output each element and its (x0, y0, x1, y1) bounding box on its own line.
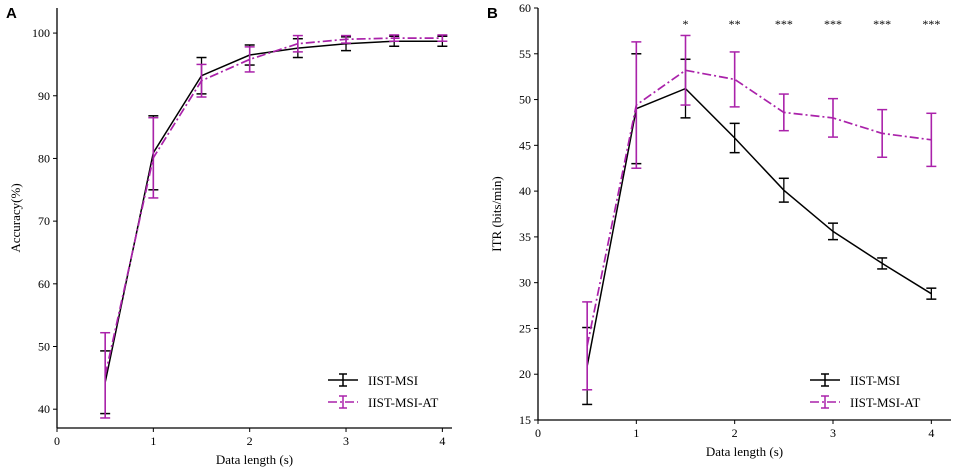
y-tick-label: 50 (519, 93, 531, 107)
y-tick-label: 20 (519, 367, 531, 381)
x-tick-label: 0 (54, 434, 60, 448)
series-line-iist-msi-at (104, 37, 443, 376)
x-tick-label: 2 (732, 426, 738, 440)
y-tick-label: 70 (38, 214, 50, 228)
x-tick-label: 4 (439, 434, 445, 448)
series-line-iist-msi (586, 87, 932, 367)
significance-marker: *** (824, 17, 842, 31)
y-tick-label: 100 (32, 26, 50, 40)
legend-label: IIST-MSI-AT (368, 395, 438, 410)
y-tick-label: 90 (38, 89, 50, 103)
series-line-iist-msi (104, 40, 443, 383)
y-tick-label: 50 (38, 340, 50, 354)
significance-marker: * (683, 17, 689, 31)
panel-a-letter: A (6, 5, 17, 22)
legend-label: IIST-MSI (368, 373, 418, 388)
x-tick-label: 1 (633, 426, 639, 440)
significance-marker: ** (729, 17, 741, 31)
x-tick-label: 2 (247, 434, 253, 448)
y-tick-label: 60 (519, 1, 531, 15)
y-tick-label: 60 (38, 277, 50, 291)
legend-label: IIST-MSI-AT (850, 395, 920, 410)
y-tick-label: 25 (519, 321, 531, 335)
significance-marker: *** (873, 17, 891, 31)
y-tick-label: 30 (519, 276, 531, 290)
x-tick-label: 4 (928, 426, 934, 440)
legend-label: IIST-MSI (850, 373, 900, 388)
x-axis-label: Data length (s) (216, 452, 293, 467)
y-tick-label: 55 (519, 47, 531, 61)
x-tick-label: 3 (343, 434, 349, 448)
y-axis-label: Accuracy(%) (8, 183, 23, 252)
y-tick-label: 40 (519, 184, 531, 198)
x-tick-label: 0 (535, 426, 541, 440)
x-axis-label: Data length (s) (706, 444, 783, 459)
y-tick-label: 15 (519, 413, 531, 427)
significance-marker: *** (775, 17, 793, 31)
significance-marker: *** (922, 17, 940, 31)
chart-panel-a: 0 1 2 3 4 40 50 60 70 80 90 100 Data length (s) Accur… (8, 8, 452, 467)
y-tick-label: 45 (519, 138, 531, 152)
chart-panel-b: 0 1 2 3 4 15 20 25 30 35 40 45 50 55 60 Data length (s)… (489, 1, 951, 459)
y-tick-label: 35 (519, 230, 531, 244)
panel-b-letter: B (487, 5, 498, 22)
x-tick-label: 3 (830, 426, 836, 440)
series-line-iist-msi-at (586, 69, 932, 346)
x-tick-label: 1 (150, 434, 156, 448)
y-tick-label: 40 (38, 402, 50, 416)
y-axis-label: ITR (bits/min) (489, 176, 504, 251)
y-tick-label: 80 (38, 151, 50, 165)
